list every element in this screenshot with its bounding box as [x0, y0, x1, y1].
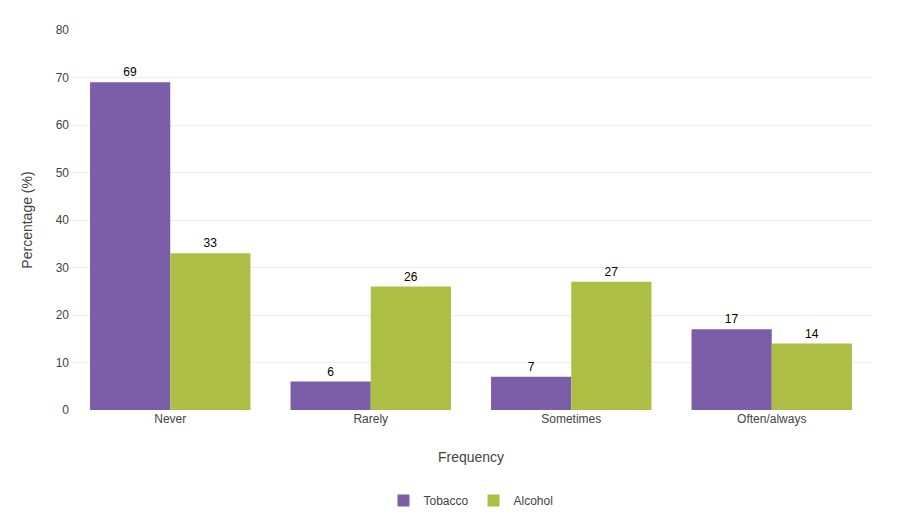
svg-text:Alcohol: Alcohol [514, 494, 553, 508]
svg-text:Sometimes: Sometimes [541, 412, 601, 426]
svg-text:0: 0 [62, 403, 69, 417]
svg-text:40: 40 [56, 213, 70, 227]
svg-text:14: 14 [805, 327, 819, 341]
svg-text:70: 70 [56, 71, 70, 85]
svg-text:33: 33 [204, 236, 218, 250]
svg-text:80: 80 [56, 23, 70, 37]
svg-text:Never: Never [154, 412, 186, 426]
svg-text:50: 50 [56, 166, 70, 180]
svg-text:10: 10 [56, 356, 70, 370]
svg-text:7: 7 [528, 360, 535, 374]
svg-text:30: 30 [56, 261, 70, 275]
svg-text:Frequency: Frequency [438, 449, 504, 465]
svg-text:6: 6 [327, 365, 334, 379]
svg-text:26: 26 [404, 270, 418, 284]
svg-text:Percentage (%): Percentage (%) [19, 171, 35, 268]
svg-text:Tobacco: Tobacco [424, 494, 469, 508]
svg-text:17: 17 [725, 312, 739, 326]
svg-text:Often/always: Often/always [737, 412, 806, 426]
svg-text:60: 60 [56, 118, 70, 132]
svg-text:Rarely: Rarely [353, 412, 388, 426]
svg-text:27: 27 [605, 265, 619, 279]
svg-text:20: 20 [56, 308, 70, 322]
svg-text:69: 69 [123, 65, 137, 79]
